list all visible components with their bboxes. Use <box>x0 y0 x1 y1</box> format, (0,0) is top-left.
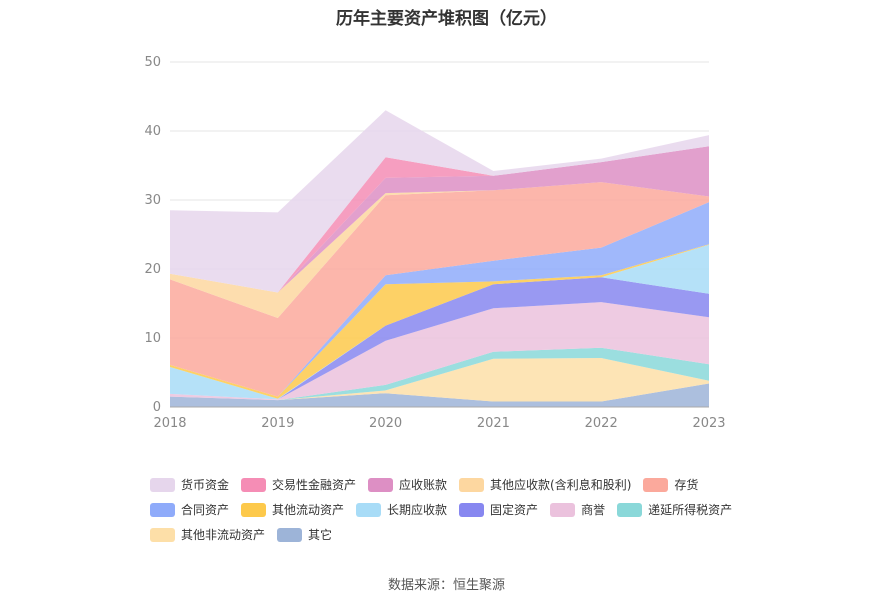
legend-label: 固定资产 <box>490 503 539 517</box>
stacked-area-chart: 0 10 20 30 40 50 2018 2019 2020 2021 2022 2023 <box>144 55 725 431</box>
x-tick-label: 2021 <box>477 416 510 431</box>
legend-item[interactable]: 存货 <box>643 476 698 493</box>
y-tick-label: 40 <box>144 124 161 139</box>
area-应收账款 <box>170 146 709 293</box>
legend-item[interactable]: 交易性金融资产 <box>241 476 356 493</box>
y-tick-label: 20 <box>144 262 161 277</box>
x-tick-label: 2018 <box>153 416 186 431</box>
legend-row: 货币资金 交易性金融资产 应收账款 其他应收款(含利息和股利) 存货 <box>150 472 790 497</box>
area-固定资产 <box>170 277 709 400</box>
area-递延所得税资产 <box>170 347 709 401</box>
legend-label: 其它 <box>308 528 333 542</box>
legend-swatch <box>459 477 485 492</box>
y-tick-label: 0 <box>153 400 161 415</box>
area-其它 <box>170 383 709 407</box>
legend-label: 存货 <box>674 478 699 492</box>
legend-label: 长期应收款 <box>387 503 448 517</box>
area-其他应收款(含利息和股利) <box>170 182 709 318</box>
legend-label: 其他非流动资产 <box>181 528 266 542</box>
x-tick-label: 2022 <box>585 416 618 431</box>
area-商誉 <box>170 302 709 401</box>
legend-item[interactable]: 递延所得税资产 <box>617 501 732 518</box>
area-长期应收款 <box>170 244 709 400</box>
legend-label: 商誉 <box>581 503 606 517</box>
legend-label: 合同资产 <box>181 503 230 517</box>
legend-label: 货币资金 <box>181 478 230 492</box>
legend-swatch <box>643 477 669 492</box>
x-tick-label: 2019 <box>261 416 294 431</box>
legend-item[interactable]: 其他非流动资产 <box>150 526 265 543</box>
area-存货 <box>170 182 709 397</box>
legend-swatch <box>368 477 394 492</box>
area-货币资金 <box>170 110 709 293</box>
x-tick-label: 2020 <box>369 416 402 431</box>
legend-row: 其他非流动资产 其它 <box>150 522 790 547</box>
legend-label: 其他应收款(含利息和股利) <box>490 478 632 492</box>
legend-swatch <box>277 527 303 542</box>
legend-swatch <box>241 477 267 492</box>
legend-item[interactable]: 固定资产 <box>459 501 538 518</box>
legend-swatch <box>617 502 643 517</box>
x-tick-label: 2023 <box>692 416 725 431</box>
area-交易性金融资产 <box>170 146 709 293</box>
legend-item[interactable]: 应收账款 <box>368 476 447 493</box>
legend-swatch <box>459 502 485 517</box>
axes: 0 10 20 30 40 50 2018 2019 2020 2021 2022 2023 <box>144 55 725 431</box>
legend-swatch <box>241 502 267 517</box>
source-note: 数据来源：恒生聚源 <box>387 578 505 593</box>
legend-item[interactable]: 其他流动资产 <box>241 501 344 518</box>
y-tick-label: 10 <box>144 331 161 346</box>
legend-label: 递延所得税资产 <box>648 503 733 517</box>
y-tick-label: 30 <box>144 193 161 208</box>
legend-label: 应收账款 <box>399 478 448 492</box>
area-series-group <box>170 110 709 407</box>
legend-item[interactable]: 其他应收款(含利息和股利) <box>459 476 631 493</box>
legend: 货币资金 交易性金融资产 应收账款 其他应收款(含利息和股利) 存货合同资产 其他流动资产… <box>150 472 790 547</box>
legend-item[interactable]: 货币资金 <box>150 476 229 493</box>
legend-item[interactable]: 合同资产 <box>150 501 229 518</box>
legend-label: 其他流动资产 <box>272 503 345 517</box>
legend-item[interactable]: 商誉 <box>550 501 605 518</box>
legend-item[interactable]: 长期应收款 <box>356 501 447 518</box>
chart-title: 历年主要资产堆积图（亿元） <box>336 9 557 29</box>
y-tick-label: 50 <box>144 55 161 70</box>
legend-swatch <box>150 527 175 542</box>
legend-swatch <box>150 477 175 492</box>
legend-label: 交易性金融资产 <box>272 478 357 492</box>
legend-swatch <box>150 502 175 517</box>
legend-item[interactable]: 其它 <box>277 526 332 543</box>
legend-row: 合同资产 其他流动资产 长期应收款 固定资产 商誉 递延所得税资产 <box>150 497 790 522</box>
area-其他非流动资产 <box>170 358 709 402</box>
legend-swatch <box>356 502 382 517</box>
legend-swatch <box>550 502 576 517</box>
